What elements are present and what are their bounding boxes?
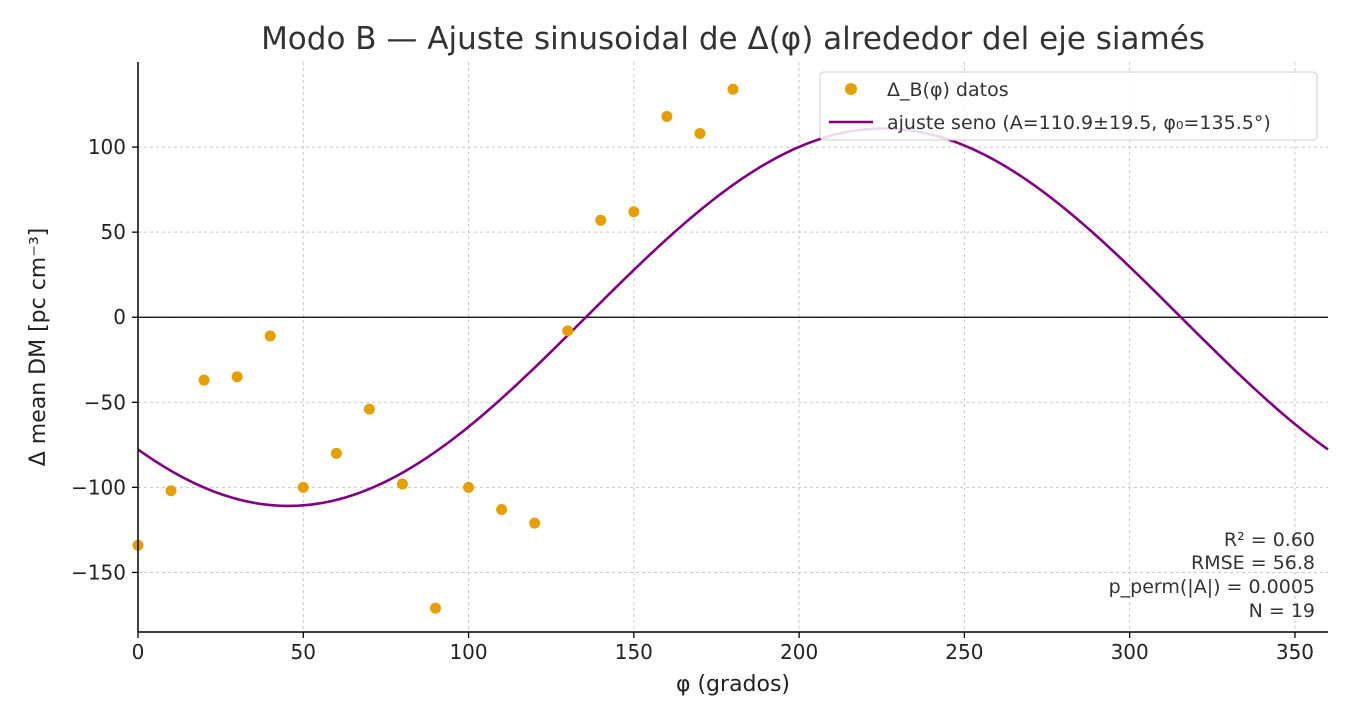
data-points [132,83,739,614]
data-point [562,325,574,337]
data-point [396,478,408,490]
y-tick-label: −50 [84,390,126,414]
y-tick-label: 100 [88,135,126,159]
x-tick-label: 150 [615,640,653,664]
legend-marker-points [845,83,857,95]
chart-title: Modo B — Ajuste sinusoidal de Δ(φ) alred… [261,21,1205,57]
data-point [297,481,309,493]
data-point [661,110,673,122]
data-point [727,83,739,95]
data-point [363,403,375,415]
x-tick-label: 250 [945,640,983,664]
x-tick-label: 200 [780,640,818,664]
data-point [496,503,508,515]
stats-r2: R² = 0.60 [1224,529,1315,551]
x-tick-label: 50 [291,640,316,664]
x-ticks: 0 50 100 150 200 250 300 350 [132,632,1314,664]
data-point [595,214,607,226]
stats-p-perm: p_perm(|A|) = 0.0005 [1109,576,1315,598]
x-axis-title: φ (grados) [676,672,790,697]
data-point [198,374,210,386]
legend-label-fit: ajuste seno (A=110.9±19.5, φ₀=135.5°) [887,112,1271,134]
y-tick-label: −150 [71,560,126,584]
stats-box: R² = 0.60 RMSE = 56.8 p_perm(|A|) = 0.00… [1109,529,1315,622]
data-point [430,602,441,614]
y-ticks: −150 −100 −50 0 50 100 [71,135,138,584]
stats-rmse: RMSE = 56.8 [1191,552,1315,574]
stats-n: N = 19 [1249,600,1315,622]
y-tick-label: 0 [113,305,126,329]
data-point [231,371,243,383]
data-point [330,447,342,459]
data-point [463,481,475,493]
legend-box [819,71,1318,141]
grid [137,62,1328,632]
x-tick-label: 350 [1276,640,1314,664]
legend-label-points: Δ_B(φ) datos [887,79,1009,101]
y-tick-label: −100 [71,475,126,499]
fit-curve [137,127,1329,508]
legend: Δ_B(φ) datos ajuste seno (A=110.9±19.5, … [819,71,1318,141]
y-tick-label: 50 [101,220,126,244]
data-point [628,206,640,218]
data-point [165,485,177,497]
y-axis-title: Δ mean DM [pc cm⁻³] [26,228,51,467]
x-tick-label: 0 [132,640,145,664]
data-point [529,517,541,529]
data-point [264,330,276,342]
data-point [694,127,706,139]
x-tick-label: 100 [449,640,487,664]
x-tick-label: 300 [1111,640,1149,664]
